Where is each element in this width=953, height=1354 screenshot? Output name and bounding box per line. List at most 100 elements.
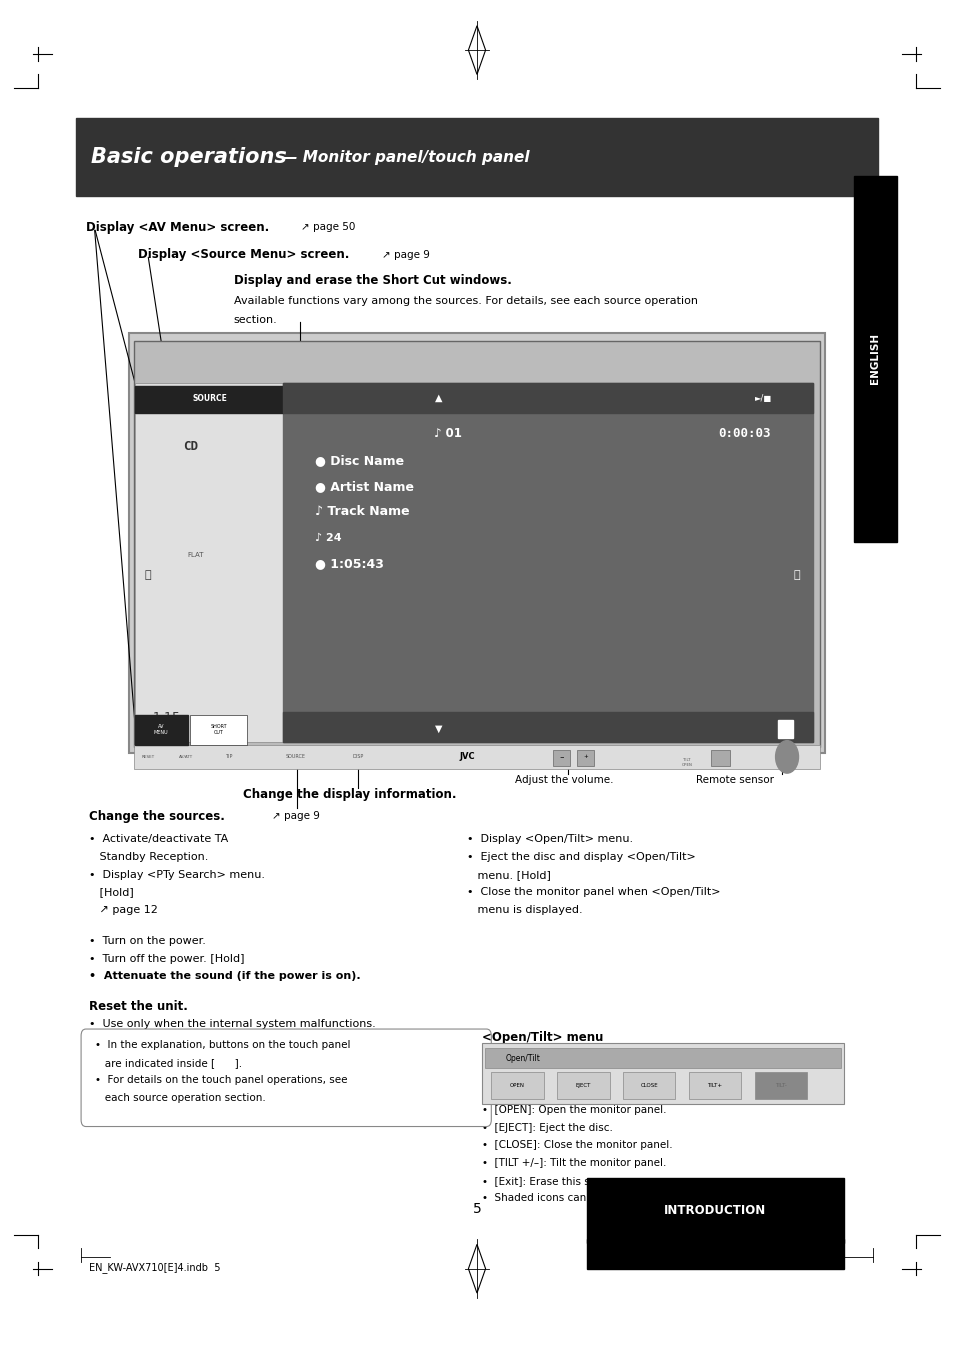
Text: ● Artist Name: ● Artist Name — [314, 479, 414, 493]
Bar — [133, 745, 820, 769]
Text: ♪ Track Name: ♪ Track Name — [314, 505, 409, 519]
Text: ● Disc Name: ● Disc Name — [314, 454, 403, 467]
Bar — [135, 386, 283, 413]
Text: SOURCE: SOURCE — [286, 754, 305, 760]
Text: •  Eject the disc and display <Open/Tilt>: • Eject the disc and display <Open/Tilt> — [467, 852, 696, 862]
Text: TILT
OPEN: TILT OPEN — [680, 758, 692, 766]
Text: INTRODUCTION: INTRODUCTION — [663, 1204, 766, 1217]
Text: ►/■: ►/■ — [754, 394, 771, 402]
Text: AV/ATT: AV/ATT — [179, 756, 193, 758]
Text: each source operation section.: each source operation section. — [95, 1093, 266, 1104]
Text: Open/Tilt: Open/Tilt — [505, 1055, 540, 1063]
Text: <Open/Tilt> menu: <Open/Tilt> menu — [481, 1030, 602, 1044]
Bar — [586, 1178, 843, 1243]
Text: •  In the explanation, buttons on the touch panel: • In the explanation, buttons on the tou… — [95, 1040, 351, 1051]
Text: ⏭: ⏭ — [793, 570, 799, 581]
Text: ▲: ▲ — [435, 393, 442, 403]
Text: EN_KW-AVX710[E]4.indb  5: EN_KW-AVX710[E]4.indb 5 — [89, 1262, 220, 1273]
Text: •  Turn off the power. [Hold]: • Turn off the power. [Hold] — [89, 953, 244, 964]
Text: Display <AV Menu> screen.: Display <AV Menu> screen. — [86, 221, 269, 234]
Bar — [553, 750, 570, 766]
Bar — [491, 1072, 543, 1099]
Text: Adjust the volume.: Adjust the volume. — [515, 774, 613, 785]
Bar — [586, 1239, 843, 1269]
Text: section.: section. — [233, 314, 277, 325]
Text: TIP: TIP — [225, 754, 233, 760]
Text: •  [OPEN]: Open the monitor panel.: • [OPEN]: Open the monitor panel. — [481, 1105, 665, 1116]
Text: •  Use only when the internal system malfunctions.: • Use only when the internal system malf… — [89, 1018, 375, 1029]
Bar — [190, 715, 247, 745]
Text: are indicated inside [      ].: are indicated inside [ ]. — [95, 1057, 242, 1068]
Text: CLOSE: CLOSE — [639, 1083, 658, 1089]
Text: •  [TILT +/–]: Tilt the monitor panel.: • [TILT +/–]: Tilt the monitor panel. — [481, 1158, 665, 1169]
Bar — [283, 712, 812, 742]
Text: •  [CLOSE]: Close the monitor panel.: • [CLOSE]: Close the monitor panel. — [481, 1140, 672, 1151]
Text: [Hold]: [Hold] — [89, 887, 133, 898]
Text: ENGLISH: ENGLISH — [869, 333, 880, 385]
Bar — [481, 1043, 843, 1104]
Text: Display <Source Menu> screen.: Display <Source Menu> screen. — [138, 248, 350, 261]
Text: ↗ page 12: ↗ page 12 — [89, 904, 157, 915]
Text: AV
MENU: AV MENU — [153, 724, 169, 735]
Bar — [577, 750, 594, 766]
Text: ↗ page 50: ↗ page 50 — [300, 222, 355, 233]
Text: Standby Reception.: Standby Reception. — [89, 852, 208, 862]
Text: Available functions vary among the sources. For details, see each source operati: Available functions vary among the sourc… — [233, 295, 697, 306]
Text: Change the display information.: Change the display information. — [243, 788, 456, 802]
Text: •  Display <PTy Search> menu.: • Display <PTy Search> menu. — [89, 869, 264, 880]
Text: FLAT: FLAT — [187, 552, 204, 558]
Text: Change the sources.: Change the sources. — [89, 810, 224, 823]
Bar — [853, 176, 896, 542]
Circle shape — [775, 741, 798, 773]
Text: •  Attenuate the sound (if the power is on).: • Attenuate the sound (if the power is o… — [89, 971, 360, 982]
Text: 5: 5 — [472, 1202, 481, 1216]
Text: SHORT
CUT: SHORT CUT — [210, 724, 227, 735]
Bar — [283, 383, 812, 413]
Text: •  [EJECT]: Eject the disc.: • [EJECT]: Eject the disc. — [481, 1122, 612, 1133]
Text: •  For details on the touch panel operations, see: • For details on the touch panel operati… — [95, 1075, 348, 1086]
Bar — [76, 118, 877, 196]
Bar — [484, 1048, 841, 1068]
Text: JVC: JVC — [459, 753, 475, 761]
Text: ⏮: ⏮ — [145, 570, 151, 581]
Text: •  Activate/deactivate TA: • Activate/deactivate TA — [89, 834, 228, 845]
Bar — [710, 750, 729, 766]
Bar — [622, 1072, 675, 1099]
Text: •  Shaded icons cannot be used.: • Shaded icons cannot be used. — [481, 1193, 651, 1204]
Bar — [133, 341, 820, 747]
Text: +: + — [583, 754, 587, 760]
Text: 1:15: 1:15 — [152, 711, 181, 724]
Bar — [135, 383, 283, 742]
Text: •  [Exit]: Erase this screen.: • [Exit]: Erase this screen. — [481, 1175, 621, 1186]
Bar — [283, 383, 812, 742]
Text: TILT+: TILT+ — [707, 1083, 721, 1089]
Text: RESET: RESET — [141, 756, 154, 758]
Text: Display and erase the Short Cut windows.: Display and erase the Short Cut windows. — [233, 274, 511, 287]
Text: EJECT: EJECT — [575, 1083, 591, 1089]
Bar — [129, 333, 824, 753]
Text: ▼: ▼ — [435, 723, 442, 734]
Bar — [135, 715, 188, 745]
Text: SOURCE: SOURCE — [193, 394, 227, 402]
Text: •  Display <Open/Tilt> menu.: • Display <Open/Tilt> menu. — [467, 834, 633, 845]
Text: DISP: DISP — [352, 754, 363, 760]
Text: •  Turn on the power.: • Turn on the power. — [89, 936, 206, 946]
Text: Remote sensor: Remote sensor — [696, 774, 774, 785]
Text: menu. [Hold]: menu. [Hold] — [467, 869, 551, 880]
Text: −: − — [559, 754, 563, 760]
Text: ● 1:05:43: ● 1:05:43 — [314, 556, 383, 570]
Bar — [754, 1072, 806, 1099]
Text: — Monitor panel/touch panel: — Monitor panel/touch panel — [276, 149, 529, 165]
Text: 0:00:03: 0:00:03 — [717, 427, 770, 440]
Bar — [688, 1072, 740, 1099]
Text: 07.12.7  10:44:07 AM: 07.12.7 10:44:07 AM — [729, 1262, 834, 1273]
Text: menu is displayed.: menu is displayed. — [467, 904, 582, 915]
Text: Basic operations: Basic operations — [91, 148, 286, 167]
Text: CD: CD — [183, 440, 198, 454]
Bar — [557, 1072, 609, 1099]
Text: OPEN: OPEN — [510, 1083, 524, 1089]
Text: •  Close the monitor panel when <Open/Tilt>: • Close the monitor panel when <Open/Til… — [467, 887, 720, 898]
Bar — [777, 720, 792, 738]
Text: Reset the unit.: Reset the unit. — [89, 999, 188, 1013]
Text: ♪ 01: ♪ 01 — [434, 427, 462, 440]
